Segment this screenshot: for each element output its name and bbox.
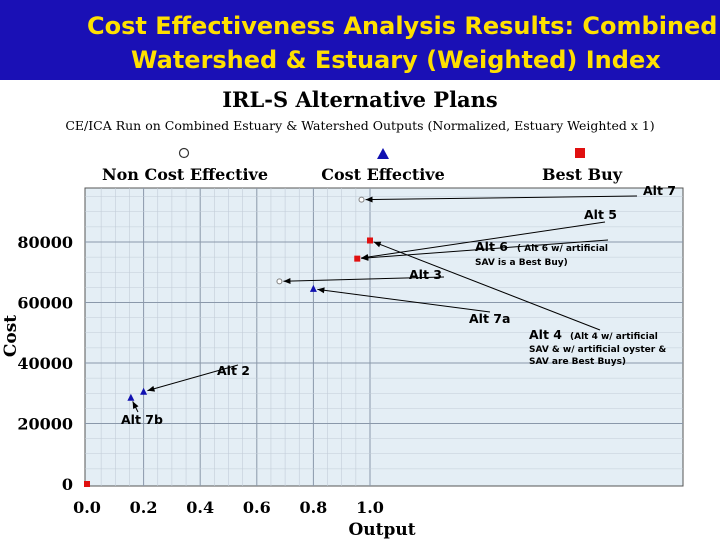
x-tick-label: 0.6 — [243, 498, 271, 517]
y-tick-label: 20000 — [17, 415, 73, 434]
annotation-note: SAV is a Best Buy) — [475, 258, 568, 268]
annotation-label: Alt 7a — [469, 311, 510, 326]
annotation-label: Alt 4 — [529, 327, 562, 342]
annotation-arrow — [283, 276, 445, 282]
annotation-arrow — [361, 239, 609, 259]
y-tick-label: 40000 — [17, 354, 73, 373]
annotation-note: SAV are Best Buys) — [529, 357, 626, 367]
point-cost-effective — [309, 284, 317, 292]
annotation-arrow — [361, 221, 606, 259]
annotation-label: Alt 6 — [475, 239, 508, 254]
point-cost-effective — [127, 393, 135, 401]
plot-area — [84, 187, 684, 487]
annotation-note: SAV & w/ artificial oyster & — [529, 345, 666, 355]
annotation-arrow — [147, 364, 239, 392]
annotation-arrow — [317, 288, 491, 313]
x-tick-label: 0.8 — [299, 498, 327, 517]
y-tick-label: 60000 — [17, 294, 73, 313]
point-best-buy — [354, 255, 361, 262]
legend-marker-best-buy — [575, 148, 585, 158]
banner-title-line2: Watershed & Estuary (Weighted) Index — [131, 46, 661, 74]
y-tick-label: 0 — [62, 475, 73, 494]
x-tick-label: 0.4 — [186, 498, 214, 517]
title-banner: Cost Effectiveness Analysis Results: Com… — [0, 0, 720, 80]
annotation-arrowhead — [132, 401, 139, 409]
annotation-label: Alt 3 — [409, 267, 442, 282]
point-non-cost-effective — [358, 196, 365, 203]
annotation-arrowhead — [365, 196, 373, 203]
banner-title-line1: Cost Effectiveness Analysis Results: Com… — [87, 12, 718, 40]
legend-marker-cost-effective — [377, 148, 389, 159]
annotation-arrowhead — [361, 254, 369, 261]
annotation-arrow — [365, 195, 638, 201]
point-best-buy — [84, 481, 90, 487]
annotation-arrowhead — [317, 287, 325, 294]
point-non-cost-effective — [276, 278, 283, 285]
annotation-arrowhead — [283, 278, 291, 285]
point-best-buy — [367, 237, 373, 244]
annotation-note: (Alt 4 w/ artificial — [570, 332, 658, 342]
x-tick-label: 1.0 — [356, 498, 384, 517]
point-cost-effective — [140, 387, 148, 395]
y-tick-label: 80000 — [17, 233, 73, 252]
x-axis-label: Output — [348, 520, 415, 540]
annotation-label: Alt 5 — [584, 207, 617, 222]
chart-title: IRL-S Alternative Plans — [222, 87, 498, 112]
y-axis-label: Cost — [1, 315, 21, 357]
chart-subtitle: CE/ICA Run on Combined Estuary & Watersh… — [65, 118, 654, 133]
x-tick-label: 0.0 — [73, 498, 101, 517]
chart: IRL-S Alternative Plans CE/ICA Run on Com… — [1, 87, 684, 540]
annotation-arrowhead — [373, 241, 382, 248]
legend-marker-non-cost-effective — [178, 147, 190, 159]
legend-label-0: Non Cost Effective — [102, 165, 268, 184]
annotation-label: Alt 7b — [121, 412, 163, 427]
x-tick-label: 0.2 — [130, 498, 158, 517]
legend-label-2: Best Buy — [542, 165, 623, 184]
annotation-label: Alt 2 — [217, 363, 250, 378]
annotation-label: Alt 7 — [643, 183, 676, 198]
legend-label-1: Cost Effective — [321, 165, 445, 184]
annotation-note: ( Alt 6 w/ artificial — [517, 244, 608, 254]
annotation-arrowhead — [147, 385, 156, 392]
annotation-arrow — [373, 241, 601, 331]
